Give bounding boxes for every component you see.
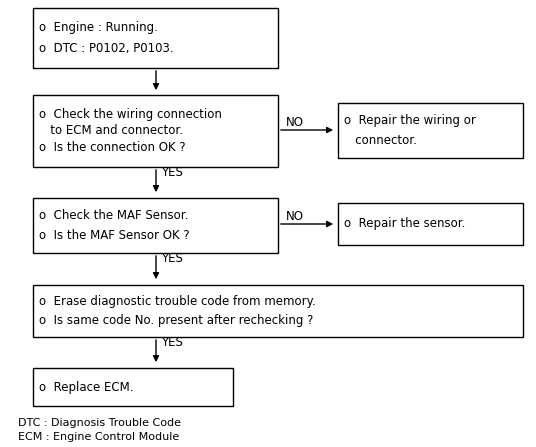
Text: o  Is the MAF Sensor OK ?: o Is the MAF Sensor OK ? — [39, 228, 190, 242]
Bar — [33, 198, 278, 253]
Bar — [338, 103, 523, 158]
Text: o  Erase diagnostic trouble code from memory.: o Erase diagnostic trouble code from mem… — [39, 295, 316, 308]
Bar — [33, 8, 278, 68]
Text: DTC : Diagnosis Trouble Code: DTC : Diagnosis Trouble Code — [18, 418, 181, 428]
Text: o  Engine : Running.: o Engine : Running. — [39, 21, 158, 34]
Text: NO: NO — [286, 210, 304, 223]
Text: YES: YES — [161, 252, 183, 265]
Bar — [338, 203, 523, 245]
Text: YES: YES — [161, 165, 183, 178]
Text: o  Replace ECM.: o Replace ECM. — [39, 380, 133, 393]
Text: o  Repair the wiring or: o Repair the wiring or — [344, 114, 476, 127]
Text: connector.: connector. — [344, 134, 417, 147]
Bar — [33, 285, 523, 337]
Bar — [33, 368, 233, 406]
Text: to ECM and connector.: to ECM and connector. — [39, 125, 183, 138]
Text: YES: YES — [161, 336, 183, 349]
Text: o  Is same code No. present after rechecking ?: o Is same code No. present after recheck… — [39, 314, 314, 327]
Text: o  Check the wiring connection: o Check the wiring connection — [39, 108, 222, 121]
Bar — [33, 95, 278, 167]
Text: o  Check the MAF Sensor.: o Check the MAF Sensor. — [39, 209, 188, 222]
Text: ECM : Engine Control Module: ECM : Engine Control Module — [18, 432, 179, 442]
Text: o  DTC : P0102, P0103.: o DTC : P0102, P0103. — [39, 42, 174, 55]
Text: o  Repair the sensor.: o Repair the sensor. — [344, 218, 465, 231]
Text: o  Is the connection OK ?: o Is the connection OK ? — [39, 141, 185, 154]
Text: NO: NO — [286, 115, 304, 128]
